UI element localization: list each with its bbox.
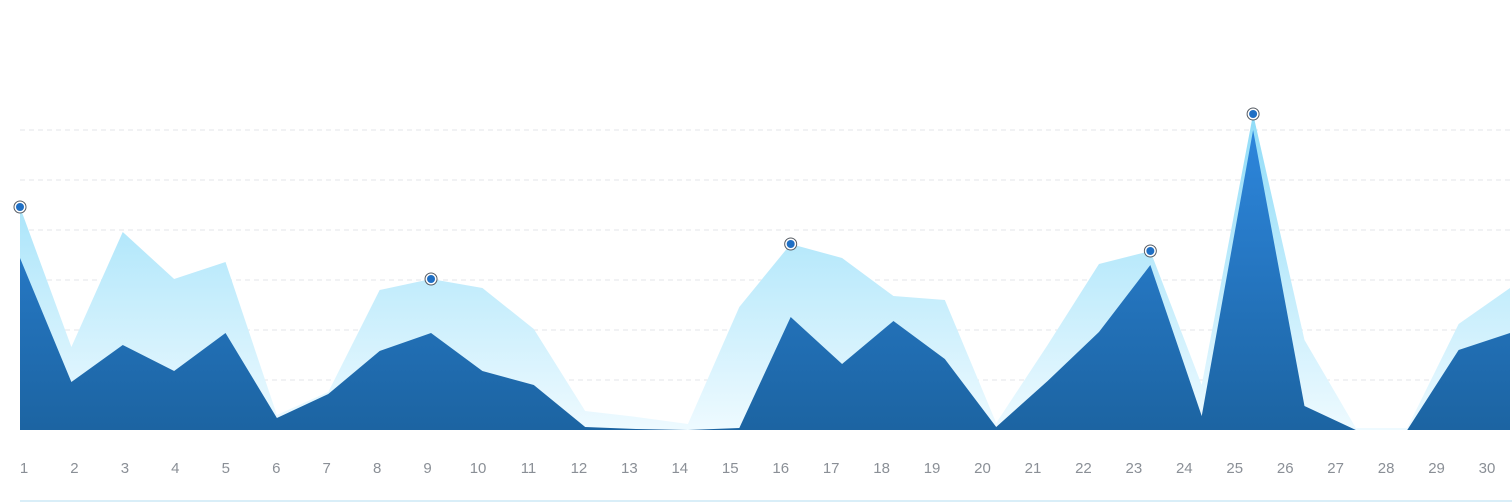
x-tick-label: 25 <box>1226 460 1243 477</box>
x-tick-label: 30 <box>1479 460 1496 477</box>
x-tick-label: 15 <box>722 460 739 477</box>
x-tick-label: 24 <box>1176 460 1193 477</box>
x-tick-label: 7 <box>323 460 331 477</box>
point-marker <box>427 275 436 283</box>
x-tick-label: 16 <box>772 460 789 477</box>
x-tick-label: 23 <box>1126 460 1143 477</box>
area <box>20 130 1510 430</box>
x-tick-label: 27 <box>1327 460 1344 477</box>
x-tick-label: 26 <box>1277 460 1294 477</box>
point-marker <box>1249 110 1258 118</box>
x-tick-label: 21 <box>1025 460 1042 477</box>
x-tick-label: 17 <box>823 460 840 477</box>
x-tick-label: 29 <box>1428 460 1445 477</box>
x-tick-label: 22 <box>1075 460 1092 477</box>
x-tick-label: 13 <box>621 460 638 477</box>
x-tick-label: 8 <box>373 460 381 477</box>
x-tick-label: 28 <box>1378 460 1395 477</box>
point-marker <box>1146 247 1155 255</box>
x-tick-label: 19 <box>924 460 941 477</box>
x-tick-label: 6 <box>272 460 280 477</box>
x-tick-label: 1 <box>20 460 28 477</box>
point-marker <box>16 203 24 211</box>
x-tick-label: 20 <box>974 460 991 477</box>
x-tick-label: 4 <box>171 460 179 477</box>
x-tick-label: 5 <box>222 460 230 477</box>
x-tick-label: 9 <box>423 460 431 477</box>
x-tick-label: 12 <box>571 460 588 477</box>
x-tick-label: 2 <box>70 460 78 477</box>
x-tick-label: 3 <box>121 460 129 477</box>
point-marker <box>786 240 795 248</box>
x-tick-label: 10 <box>470 460 487 477</box>
x-tick-label: 18 <box>873 460 890 477</box>
x-tick-label: 14 <box>671 460 688 477</box>
x-tick-label: 11 <box>521 460 537 477</box>
